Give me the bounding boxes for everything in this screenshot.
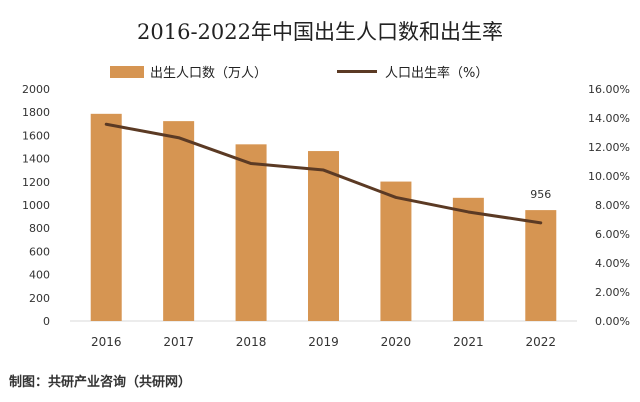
y-right-tick-label: 14.00%	[588, 112, 630, 125]
legend-label-birth-rate: 人口出生率（%）	[385, 66, 489, 81]
legend-item-birth-rate: 人口出生率（%）	[337, 62, 488, 81]
y-left-tick-label: 1200	[22, 176, 50, 189]
y-left-tick-label: 0	[43, 315, 50, 328]
y-left-tick-label: 800	[29, 222, 50, 235]
x-tick-label: 2021	[453, 335, 484, 349]
legend-label-births: 出生人口数（万人）	[150, 66, 268, 81]
y-left-tick-label: 200	[29, 292, 50, 305]
y-left-tick-label: 1600	[22, 129, 50, 142]
data-label: 956	[530, 188, 551, 201]
y-right-tick-label: 16.00%	[588, 83, 630, 96]
y-left-tick-label: 1400	[22, 153, 50, 166]
x-tick-label: 2016	[91, 335, 122, 349]
x-tick-label: 2017	[163, 335, 194, 349]
y-left-tick-label: 400	[29, 269, 50, 282]
legend-swatch-line	[337, 70, 377, 73]
bar-births	[308, 151, 339, 321]
y-left-tick-label: 1000	[22, 199, 50, 212]
y-right-tick-label: 8.00%	[595, 199, 630, 212]
x-tick-label: 2018	[236, 335, 267, 349]
y-left-tick-label: 600	[29, 245, 50, 258]
bar-births	[380, 181, 412, 321]
y-right-tick-label: 10.00%	[588, 170, 630, 183]
line-birth-rate	[104, 122, 543, 225]
source-note: 制图：共研产业咨询（共研网）	[9, 375, 192, 390]
y-right-tick-label: 2.00%	[595, 286, 630, 299]
bar-births	[525, 210, 557, 321]
y-right-tick-label: 12.00%	[588, 141, 630, 154]
chart-title: 2016-2022年中国出生人口数和出生率	[137, 20, 503, 44]
y-left-tick-label: 2000	[22, 83, 50, 96]
x-tick-label: 2019	[308, 335, 339, 349]
bar-births	[90, 113, 122, 321]
y-right-tick-label: 6.00%	[595, 228, 630, 241]
bar-births	[163, 121, 195, 322]
y-right-tick-label: 4.00%	[595, 257, 630, 270]
y-right-tick-label: 0.00%	[595, 315, 630, 328]
legend-swatch-bar	[110, 65, 144, 78]
x-tick-label: 2022	[526, 335, 557, 349]
legend-item-births: 出生人口数（万人）	[110, 62, 267, 81]
bar-births	[452, 197, 484, 321]
bar-births	[235, 144, 267, 321]
x-tick-label: 2020	[381, 335, 412, 349]
y-left-tick-label: 1800	[22, 106, 50, 119]
